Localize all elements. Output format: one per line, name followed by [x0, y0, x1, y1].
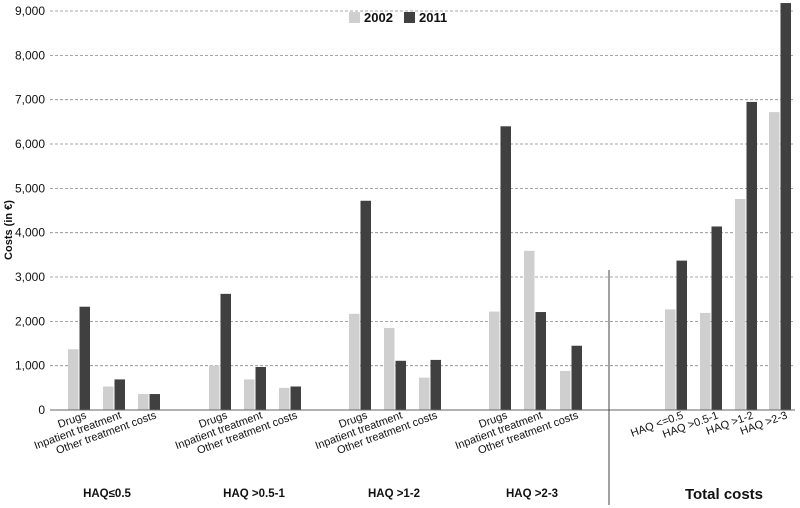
- legend-label-2002: 2002: [364, 10, 393, 25]
- bar-2002: [349, 313, 360, 410]
- y-axis-ticks: 0 1,000 2,000 3,000 4,000 5,000 6,000 7,000 8,00…: [15, 4, 45, 417]
- legend-swatch-2002: [349, 12, 360, 23]
- y-tick-label: 7,000: [15, 93, 45, 107]
- bar-2002: [279, 387, 290, 410]
- bar-2011: [571, 345, 582, 410]
- y-tick-label: 1,000: [15, 359, 45, 373]
- bar-2011: [79, 306, 90, 410]
- bar-2011: [500, 126, 511, 411]
- bar-2002: [489, 311, 500, 410]
- bar-2011: [255, 366, 266, 410]
- bars: [68, 3, 791, 411]
- bar-2002: [419, 377, 430, 410]
- y-tick-label: 3,000: [15, 270, 45, 284]
- bar-2002: [560, 370, 571, 410]
- y-tick-label: 9,000: [15, 4, 45, 18]
- bar-2002: [68, 349, 79, 410]
- bar-2011: [711, 226, 722, 410]
- y-tick-label: 5,000: [15, 181, 45, 195]
- bar-2011: [360, 200, 371, 410]
- group-label: Total costs: [685, 486, 763, 503]
- group-label: HAQ >0.5-1: [223, 488, 285, 500]
- bar-2002: [769, 112, 780, 410]
- bar-2011: [535, 312, 546, 410]
- legend-swatch-2011: [404, 12, 415, 23]
- bar-2002: [700, 312, 711, 410]
- group-label: HAQ >1-2: [368, 488, 420, 500]
- bar-2011: [220, 293, 231, 410]
- y-tick-label: 6,000: [15, 137, 45, 151]
- group-label: HAQ >2-3: [506, 488, 558, 500]
- bar-2011: [114, 379, 125, 410]
- y-axis-label: Costs (in €): [3, 200, 15, 260]
- y-tick-label: 4,000: [15, 226, 45, 240]
- bar-2011: [676, 260, 687, 410]
- bar-2011: [746, 101, 757, 411]
- y-tick-label: 8,000: [15, 48, 45, 62]
- bar-2002: [384, 327, 395, 410]
- bar-2011: [430, 359, 441, 410]
- bar-2002: [735, 198, 746, 410]
- bar-2002: [209, 365, 220, 410]
- bar-2002: [665, 309, 676, 410]
- bar-2002: [103, 386, 114, 410]
- y-tick-label: 2,000: [15, 314, 45, 328]
- legend-label-2011: 2011: [419, 10, 447, 25]
- bar-2011: [290, 386, 301, 410]
- group-label: HAQ≤0.5: [83, 488, 131, 500]
- bar-2011: [395, 360, 406, 410]
- legend: 2002 2011: [349, 10, 447, 25]
- bar-2002: [138, 394, 149, 410]
- y-tick-label: 0: [38, 403, 45, 417]
- bar-2002: [244, 379, 255, 410]
- group-labels: HAQ≤0.5 HAQ >0.5-1 HAQ >1-2 HAQ >2-3 Total c…: [83, 486, 763, 503]
- bar-2002: [524, 250, 535, 410]
- bar-2011: [780, 3, 791, 411]
- bar-2011: [149, 394, 160, 410]
